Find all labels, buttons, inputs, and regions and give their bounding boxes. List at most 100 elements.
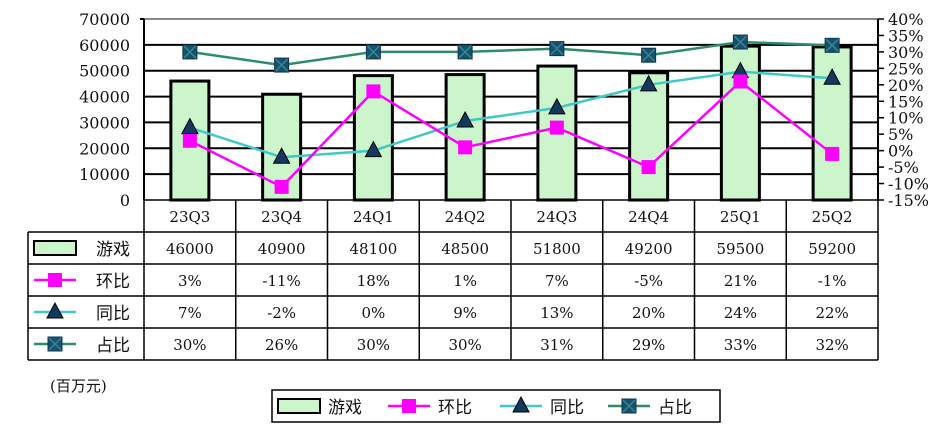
table-cell: 7%	[178, 304, 202, 322]
legend-key-同比	[500, 395, 542, 413]
table-cell: 48100	[350, 240, 398, 258]
table-cell: 26%	[265, 336, 298, 354]
legend-key-环比	[388, 399, 430, 413]
legend-key-游戏	[277, 398, 321, 414]
marker-同比-24Q4	[639, 74, 658, 92]
y-left-tick-label: 0	[120, 191, 130, 210]
marker-占比-23Q4-x	[275, 58, 289, 72]
marker-占比-25Q1-x	[733, 35, 747, 49]
table-cell: 30%	[448, 336, 481, 354]
table-cell: 40900	[258, 240, 306, 258]
table-series-name: 环比	[96, 272, 130, 292]
category-label: 24Q4	[628, 208, 669, 226]
marker-环比-24Q3	[549, 120, 564, 135]
table-cell: 24%	[724, 304, 757, 322]
legend-box	[271, 389, 721, 423]
y-left-tick-label: 10000	[79, 165, 130, 184]
marker-占比-23Q3	[182, 44, 198, 60]
table-cell: 46000	[166, 240, 214, 258]
category-label: 23Q3	[169, 208, 210, 226]
marker-占比-24Q1	[365, 44, 381, 60]
bar-游戏-24Q4	[628, 71, 670, 202]
category-label: 24Q1	[353, 208, 394, 226]
legend-label: 同比	[550, 398, 584, 418]
table-cell: 20%	[632, 304, 665, 322]
table-series-name: 同比	[96, 304, 130, 324]
marker-同比-23Q3	[181, 117, 199, 135]
marker-占比-25Q1	[732, 34, 748, 50]
marker-同比-23Q4	[272, 147, 291, 164]
bar-游戏-24Q2	[444, 73, 486, 202]
marker-占比-24Q4	[641, 47, 657, 63]
y-right-tick-label: -15%	[888, 191, 929, 210]
marker-环比-24Q1	[366, 84, 381, 99]
marker-占比-24Q3-x	[550, 42, 564, 56]
line-占比	[189, 40, 833, 67]
marker-占比-24Q2	[457, 44, 473, 60]
marker-同比-25Q2	[823, 68, 841, 85]
y-right-tick-label: -10%	[888, 175, 929, 194]
table-cell: -5%	[634, 272, 663, 290]
legend-item-占比: 占比	[608, 398, 692, 418]
table-cell: 3%	[178, 272, 202, 290]
legend-label: 占比	[658, 398, 692, 418]
legend-key-同比-marker	[512, 395, 530, 413]
category-label: 25Q2	[812, 208, 853, 226]
marker-占比-24Q2-x	[458, 45, 472, 59]
y-left-tick-label: 40000	[79, 88, 130, 107]
legend-key-占比-marker	[621, 398, 637, 414]
table-cell: -1%	[818, 272, 847, 290]
marker-占比-24Q1-x	[366, 45, 380, 59]
table-cell: 49200	[625, 240, 673, 258]
y-right-tick-label: 20%	[888, 76, 924, 95]
marker-环比-23Q3	[182, 133, 197, 148]
y-left-tick-label: 60000	[79, 36, 130, 55]
table-cell: 33%	[724, 336, 757, 354]
legend-item-环比: 环比	[388, 398, 472, 418]
y-right-tick-label: 15%	[888, 92, 924, 111]
table-legend-key-同比	[34, 301, 76, 319]
table-cell: 1%	[453, 272, 477, 290]
table-legend-key-游戏	[33, 240, 77, 256]
y-right-tick-label: 40%	[888, 10, 924, 29]
table-cell: 32%	[815, 336, 848, 354]
marker-环比-24Q2	[458, 140, 473, 155]
legend-label: 游戏	[328, 398, 362, 418]
marker-环比-25Q2	[825, 146, 840, 161]
table-legend-key-占比	[34, 336, 76, 352]
marker-占比-25Q2-x	[825, 38, 839, 52]
table-series-name: 占比	[96, 336, 130, 356]
table-legend-key-同比-marker	[46, 301, 64, 319]
marker-占比-24Q3	[549, 41, 565, 57]
table-cell: -2%	[267, 304, 296, 322]
legend-item-游戏: 游戏	[277, 398, 362, 418]
marker-同比-24Q1	[364, 140, 383, 158]
line-同比	[189, 70, 833, 159]
y-left-tick-label: 20000	[79, 139, 130, 158]
y-right-tick-label: 5%	[888, 125, 913, 144]
table-cell: 30%	[357, 336, 390, 354]
marker-占比-24Q4-x	[642, 48, 656, 62]
marker-环比-23Q4	[274, 179, 289, 194]
table-cell: -11%	[262, 272, 300, 290]
category-label: 23Q4	[261, 208, 302, 226]
legend-item-同比: 同比	[500, 395, 584, 418]
y-right-tick-label: 0%	[888, 142, 913, 161]
marker-环比-24Q4	[641, 160, 656, 175]
legend-label: 环比	[438, 398, 472, 418]
marker-占比-25Q2	[824, 37, 840, 53]
y-right-tick-label: -5%	[888, 158, 919, 177]
table-cell: 31%	[540, 336, 573, 354]
category-label: 25Q1	[720, 208, 761, 226]
marker-环比-25Q1	[733, 74, 748, 89]
y-right-tick-label: 10%	[888, 109, 924, 128]
table-cell: 0%	[361, 304, 385, 322]
unit-label: (百万元)	[50, 377, 107, 395]
table-cell: 18%	[357, 272, 390, 290]
y-left-tick-label: 70000	[79, 10, 130, 29]
marker-占比-23Q4	[274, 57, 290, 73]
y-left-tick-label: 50000	[79, 62, 130, 81]
marker-占比-23Q3-x	[183, 45, 197, 59]
legend-key-占比	[608, 398, 650, 414]
